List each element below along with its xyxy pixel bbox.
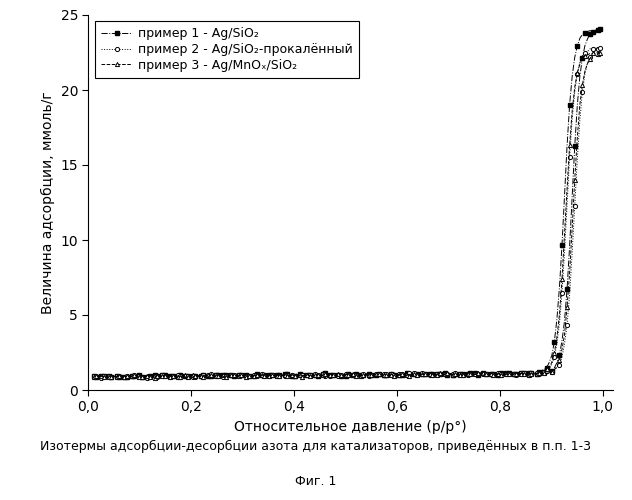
Line: пример 2 - Ag/SiO₂-прокалённый: пример 2 - Ag/SiO₂-прокалённый: [92, 46, 602, 380]
Legend: пример 1 - Ag/SiO₂, пример 2 - Ag/SiO₂-прокалённый, пример 3 - Ag/MnOₓ/SiO₂: пример 1 - Ag/SiO₂, пример 2 - Ag/SiO₂-п…: [95, 21, 360, 78]
пример 1 - Ag/SiO₂: [95, 374, 102, 380]
пример 2 - Ag/SiO₂-прокалённый: [556, 362, 563, 368]
пример 3 - Ag/MnOₓ/SiO₂: [556, 358, 563, 364]
Line: пример 1 - Ag/SiO₂: пример 1 - Ag/SiO₂: [92, 28, 602, 379]
пример 3 - Ag/MnOₓ/SiO₂: [186, 374, 194, 380]
пример 1 - Ag/SiO₂: [573, 103, 581, 109]
Text: Изотермы адсорбции-десорбции азота для катализаторов, приведённых в п.п. 1-3: Изотермы адсорбции-десорбции азота для к…: [40, 440, 592, 453]
пример 3 - Ag/MnOₓ/SiO₂: [90, 374, 97, 380]
пример 1 - Ag/SiO₂: [228, 372, 235, 378]
пример 2 - Ag/SiO₂-прокалённый: [597, 46, 604, 52]
пример 1 - Ag/SiO₂: [597, 28, 604, 34]
пример 2 - Ag/SiO₂-прокалённый: [110, 373, 118, 379]
пример 1 - Ag/SiO₂: [594, 27, 602, 33]
пример 2 - Ag/SiO₂-прокалённый: [573, 157, 581, 163]
X-axis label: Относительное давление (p/p°): Относительное давление (p/p°): [234, 420, 467, 434]
Text: Фиг. 1: Фиг. 1: [295, 475, 337, 488]
пример 2 - Ag/SiO₂-прокалённый: [186, 372, 194, 378]
пример 3 - Ag/MnOₓ/SiO₂: [573, 136, 581, 141]
пример 1 - Ag/SiO₂: [90, 372, 97, 378]
пример 3 - Ag/MnOₓ/SiO₂: [110, 374, 118, 380]
пример 2 - Ag/SiO₂-прокалённый: [90, 373, 97, 379]
пример 1 - Ag/SiO₂: [112, 374, 120, 380]
пример 3 - Ag/MnOₓ/SiO₂: [597, 50, 604, 56]
пример 2 - Ag/SiO₂-прокалённый: [120, 374, 128, 380]
пример 3 - Ag/MnOₓ/SiO₂: [120, 374, 128, 380]
Line: пример 3 - Ag/MnOₓ/SiO₂: пример 3 - Ag/MnOₓ/SiO₂: [92, 50, 602, 380]
Y-axis label: Величина адсорбции, ммоль/г: Величина адсорбции, ммоль/г: [41, 91, 55, 314]
пример 2 - Ag/SiO₂-прокалённый: [143, 375, 151, 381]
пример 1 - Ag/SiO₂: [556, 352, 563, 358]
пример 1 - Ag/SiO₂: [123, 372, 130, 378]
пример 3 - Ag/MnOₓ/SiO₂: [151, 375, 159, 381]
пример 2 - Ag/SiO₂-прокалённый: [228, 372, 235, 378]
пример 1 - Ag/SiO₂: [186, 372, 194, 378]
пример 3 - Ag/MnOₓ/SiO₂: [228, 372, 235, 378]
